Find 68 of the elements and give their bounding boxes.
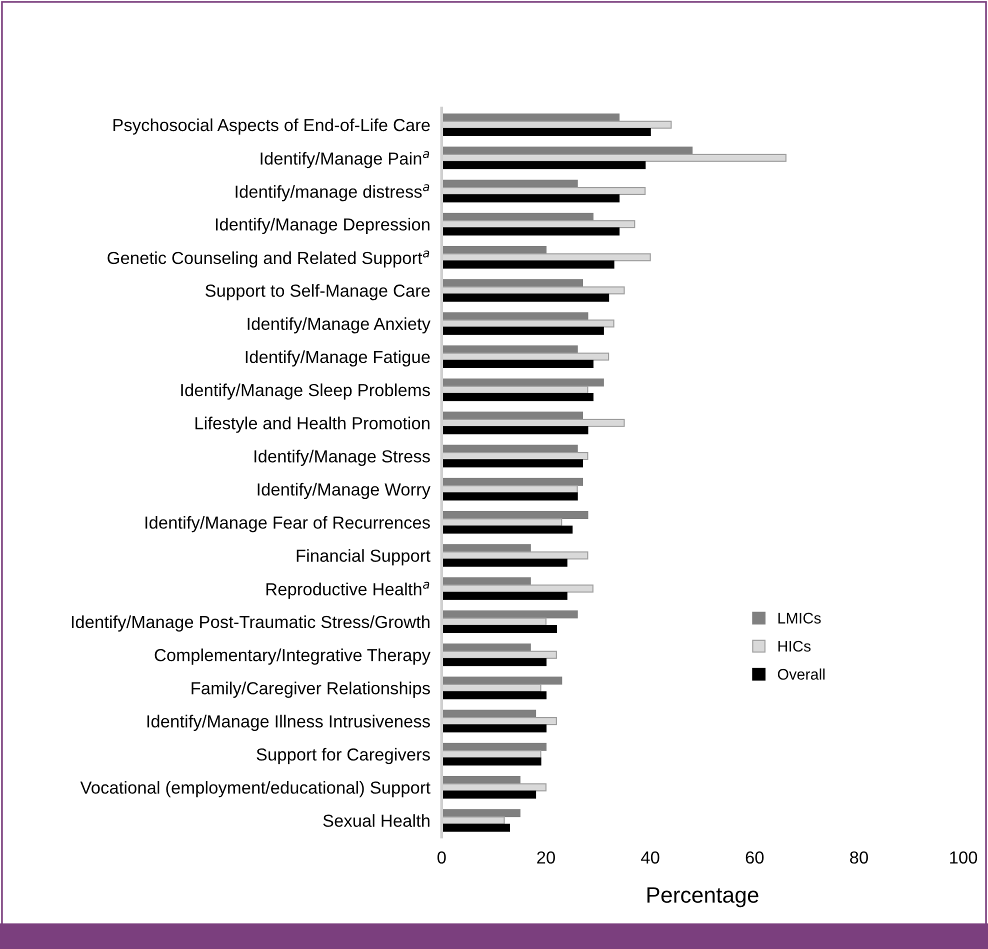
bar	[442, 776, 520, 784]
y-tick-label: Support to Self-Manage Care	[206, 284, 430, 300]
bar	[442, 691, 547, 700]
bar	[442, 360, 594, 368]
y-tick-label: Sexual Health	[323, 814, 430, 827]
y-tick-label: Identify/Manage Pain$^{a}$	[260, 151, 430, 168]
bar	[442, 624, 557, 633]
bar	[442, 658, 547, 666]
bar	[442, 393, 594, 402]
bar	[442, 128, 651, 136]
y-tick-label: Reproductive Health$^{a}$	[266, 582, 430, 599]
bar	[442, 227, 620, 236]
x-tick-label: 40	[641, 851, 660, 864]
bar	[442, 577, 531, 586]
bar	[442, 146, 693, 155]
bar	[442, 676, 562, 685]
y-tick-label: Genetic Counseling and Related Support$^{a}$	[108, 250, 430, 268]
bar	[442, 326, 604, 335]
y-tick-label: Vocational (employment/educational) Support	[80, 781, 430, 798]
bar	[442, 790, 536, 799]
y-tick-label: Identify/Manage Fatigue	[246, 350, 430, 367]
y-tick-label: Identify/Manage Worry	[258, 482, 431, 500]
y-tick-label: Identify/Manage Anxiety	[248, 317, 431, 334]
bar	[442, 260, 614, 269]
bar	[442, 757, 542, 766]
bar	[442, 426, 588, 434]
bar	[442, 492, 578, 500]
bar	[442, 592, 568, 600]
bar	[442, 294, 610, 302]
bar	[442, 544, 531, 552]
y-tick-label: Support for Caregivers	[256, 748, 430, 764]
x-tick-label: 20	[537, 851, 555, 864]
y-tick-label: Lifestyle and Health Promotion	[196, 416, 430, 433]
bar	[442, 526, 573, 534]
x-tick-label: 60	[746, 851, 764, 864]
y-tick-label: Identify/manage distress$^{a}$	[236, 184, 430, 202]
bar	[442, 412, 584, 420]
y-tick-label: Identify/Manage Fear of Recurrences	[146, 516, 430, 532]
x-tick-label: 0	[437, 851, 446, 864]
y-tick-label: Family/Caregiver Relationships	[192, 682, 430, 698]
y-tick-label: Identify/Manage Depression	[216, 218, 430, 234]
bar	[442, 279, 584, 288]
bar	[442, 459, 584, 468]
bar	[442, 194, 620, 202]
bar	[442, 180, 578, 188]
y-tick-label: Identify/Manage Post-Traumatic Stress/Growth	[72, 615, 430, 632]
x-tick-label: 100	[950, 851, 978, 864]
y-tick-label: Identify/Manage Illness Intrusiveness	[147, 714, 430, 731]
bar	[442, 510, 588, 520]
x-tick-label: 80	[850, 851, 868, 864]
legend-label: HICs	[778, 640, 811, 652]
bar	[442, 724, 547, 732]
bar	[442, 444, 578, 453]
x-axis-title: Percentage	[647, 887, 758, 908]
bar	[442, 378, 604, 387]
bar	[442, 644, 531, 652]
bar	[442, 312, 588, 320]
y-tick-label: Financial Support	[296, 549, 430, 566]
y-tick-label: Identify/Manage Stress	[254, 450, 430, 466]
y-tick-label: Psychosocial Aspects of End-of-Life Care	[114, 118, 430, 135]
y-tick-label: Complementary/Integrative Therapy	[154, 648, 431, 665]
bar	[442, 558, 568, 567]
bar	[442, 809, 520, 818]
legend-label: LMICs	[778, 612, 821, 624]
bar	[442, 824, 510, 832]
bar	[442, 161, 646, 170]
y-tick-label: Identify/Manage Sleep Problems	[181, 383, 430, 400]
legend-label: Overall	[778, 668, 825, 680]
